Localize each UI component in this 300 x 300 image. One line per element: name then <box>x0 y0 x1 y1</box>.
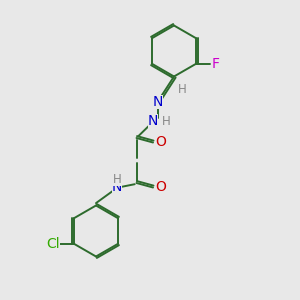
Text: N: N <box>152 95 163 109</box>
Text: O: O <box>155 136 166 149</box>
Text: H: H <box>178 82 187 96</box>
Text: H: H <box>161 115 170 128</box>
Text: F: F <box>212 57 220 71</box>
Text: H: H <box>112 172 122 186</box>
Text: Cl: Cl <box>46 237 60 251</box>
Text: N: N <box>148 115 158 128</box>
Text: O: O <box>155 181 166 194</box>
Text: N: N <box>112 181 122 194</box>
